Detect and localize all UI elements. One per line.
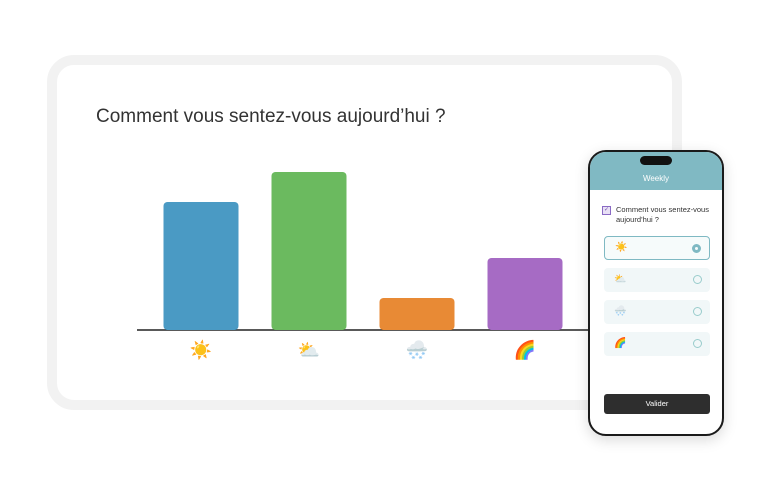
option[interactable]: 🌨️ — [604, 300, 710, 324]
checkbox-icon: ✓ — [602, 206, 611, 215]
chart-title: Comment vous sentez-vous aujourd’hui ? — [96, 106, 446, 127]
option[interactable]: 🌈 — [604, 332, 710, 356]
option[interactable]: ☀️ — [604, 236, 710, 260]
radio[interactable] — [693, 307, 702, 316]
radio[interactable] — [693, 275, 702, 284]
x-tick-label: ⛅ — [298, 340, 320, 360]
option-icon: 🌈 — [614, 338, 627, 349]
phone: Weekly ✓ Comment vous sentez-vous aujour… — [588, 150, 724, 436]
notch — [640, 156, 672, 165]
option-icon: ⛅ — [614, 274, 627, 285]
option[interactable]: ⛅ — [604, 268, 710, 292]
bar — [487, 258, 563, 330]
x-tick-label: 🌈 — [514, 339, 536, 360]
radio[interactable] — [693, 339, 702, 348]
option-icon: ☀️ — [615, 242, 628, 253]
radio[interactable] — [692, 244, 701, 253]
submit-button[interactable]: Valider — [604, 394, 710, 414]
bar — [271, 172, 347, 330]
option-icon: 🌨️ — [614, 306, 627, 317]
question: Comment vous sentez-vous aujourd’hui ? — [616, 205, 709, 224]
bar — [379, 298, 455, 330]
bar — [163, 202, 239, 330]
x-tick-label: 🌨️ — [406, 339, 428, 360]
x-tick-label: ☀️ — [190, 339, 212, 361]
